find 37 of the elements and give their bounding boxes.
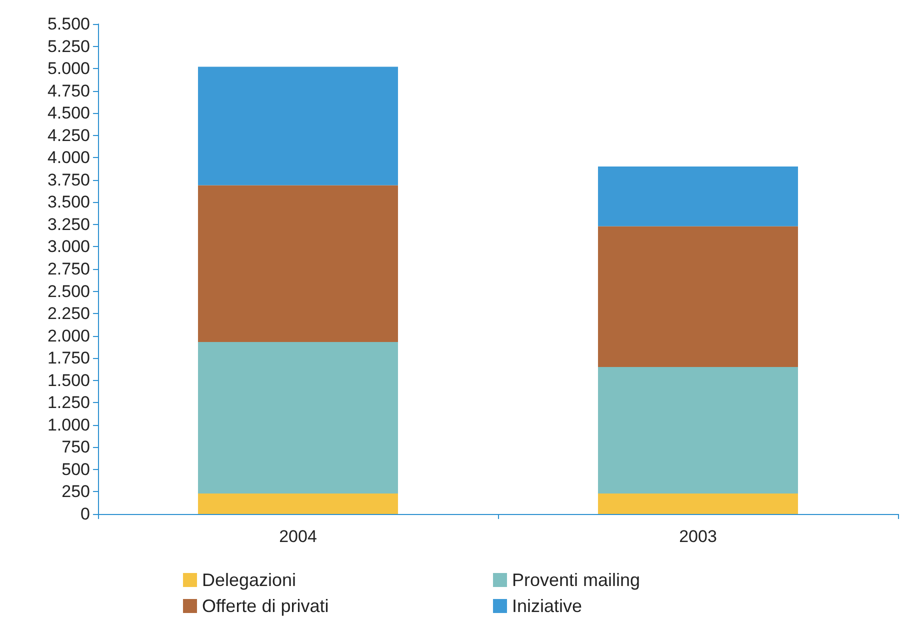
y-tick-label: 5.000 [47,59,90,78]
y-tick-label: 5.250 [47,36,90,56]
y-tick-label: 3.250 [47,214,90,234]
y-tick-label: 1.750 [47,348,90,368]
y-tick-label: 750 [62,438,90,457]
bar [198,494,398,514]
bar [198,342,398,494]
bar [598,494,798,514]
y-tick-label: 3.000 [47,237,90,256]
y-tick-label: 5.500 [47,14,90,34]
x-tick-label: 2004 [279,527,317,546]
y-tick-label: 4.250 [47,126,90,145]
legend-label: Iniziative [512,596,582,616]
y-tick-label: 2.750 [47,260,90,278]
bar [198,66,398,186]
y-tick-label: 3.500 [47,192,90,212]
legend-label: Delegazioni [202,570,296,590]
bar [598,166,798,226]
y-tick-label: 1.000 [47,415,90,434]
y-tick-label: 3.750 [47,170,90,190]
y-tick-label: 2.000 [47,326,90,346]
y-tick-label: 2.500 [47,282,90,301]
y-tick-label: 1.500 [47,370,90,390]
bar [198,185,398,342]
y-tick-label: 2.250 [47,304,90,324]
y-tick-label: 500 [62,460,90,479]
y-tick-label: 4.000 [47,148,90,168]
legend-label: Proventi mailing [512,570,640,590]
y-tick-label: 250 [62,482,90,502]
bar [598,226,798,367]
y-tick-label: 4.500 [47,104,90,123]
legend-label: Offerte di privati [202,596,329,616]
y-tick-label: 1.250 [47,393,90,412]
y-tick-label: 4.750 [47,81,90,100]
x-tick-label: 2003 [679,527,717,546]
bar [598,367,798,494]
y-tick-label: 0 [80,504,90,524]
